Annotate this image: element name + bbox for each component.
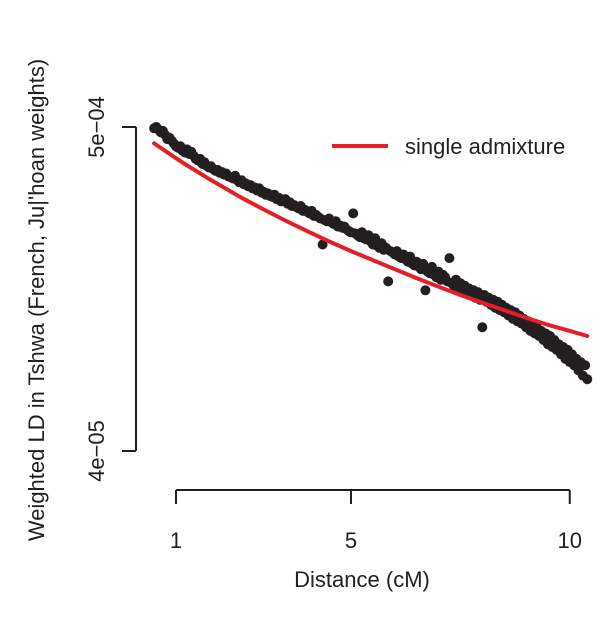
data-point: [317, 239, 328, 250]
data-point: [348, 208, 359, 219]
y-tick-label: 4e−05: [84, 420, 109, 482]
data-point: [477, 322, 488, 333]
data-point: [420, 285, 431, 296]
data-point: [383, 276, 394, 287]
y-axis-title: Weighted LD in Tshwa (French, Ju|'hoan w…: [24, 59, 49, 541]
y-axis: 4e−05 5e−04: [84, 96, 137, 482]
data-point: [418, 258, 429, 269]
data-point: [444, 253, 455, 264]
x-axis-title: Distance (cM): [294, 567, 430, 592]
fit-curve: [152, 141, 590, 338]
fit-curve-group: [152, 141, 590, 338]
data-point: [582, 374, 593, 385]
x-tick-label: 10: [558, 528, 582, 553]
x-tick-label: 1: [170, 528, 182, 553]
x-axis: 1 5 10: [170, 489, 582, 553]
data-point: [580, 360, 591, 371]
legend: single admixture: [332, 134, 565, 159]
data-points: [149, 122, 593, 385]
legend-label: single admixture: [405, 134, 565, 159]
x-tick-label: 5: [345, 528, 357, 553]
y-tick-label: 5e−04: [84, 96, 109, 158]
